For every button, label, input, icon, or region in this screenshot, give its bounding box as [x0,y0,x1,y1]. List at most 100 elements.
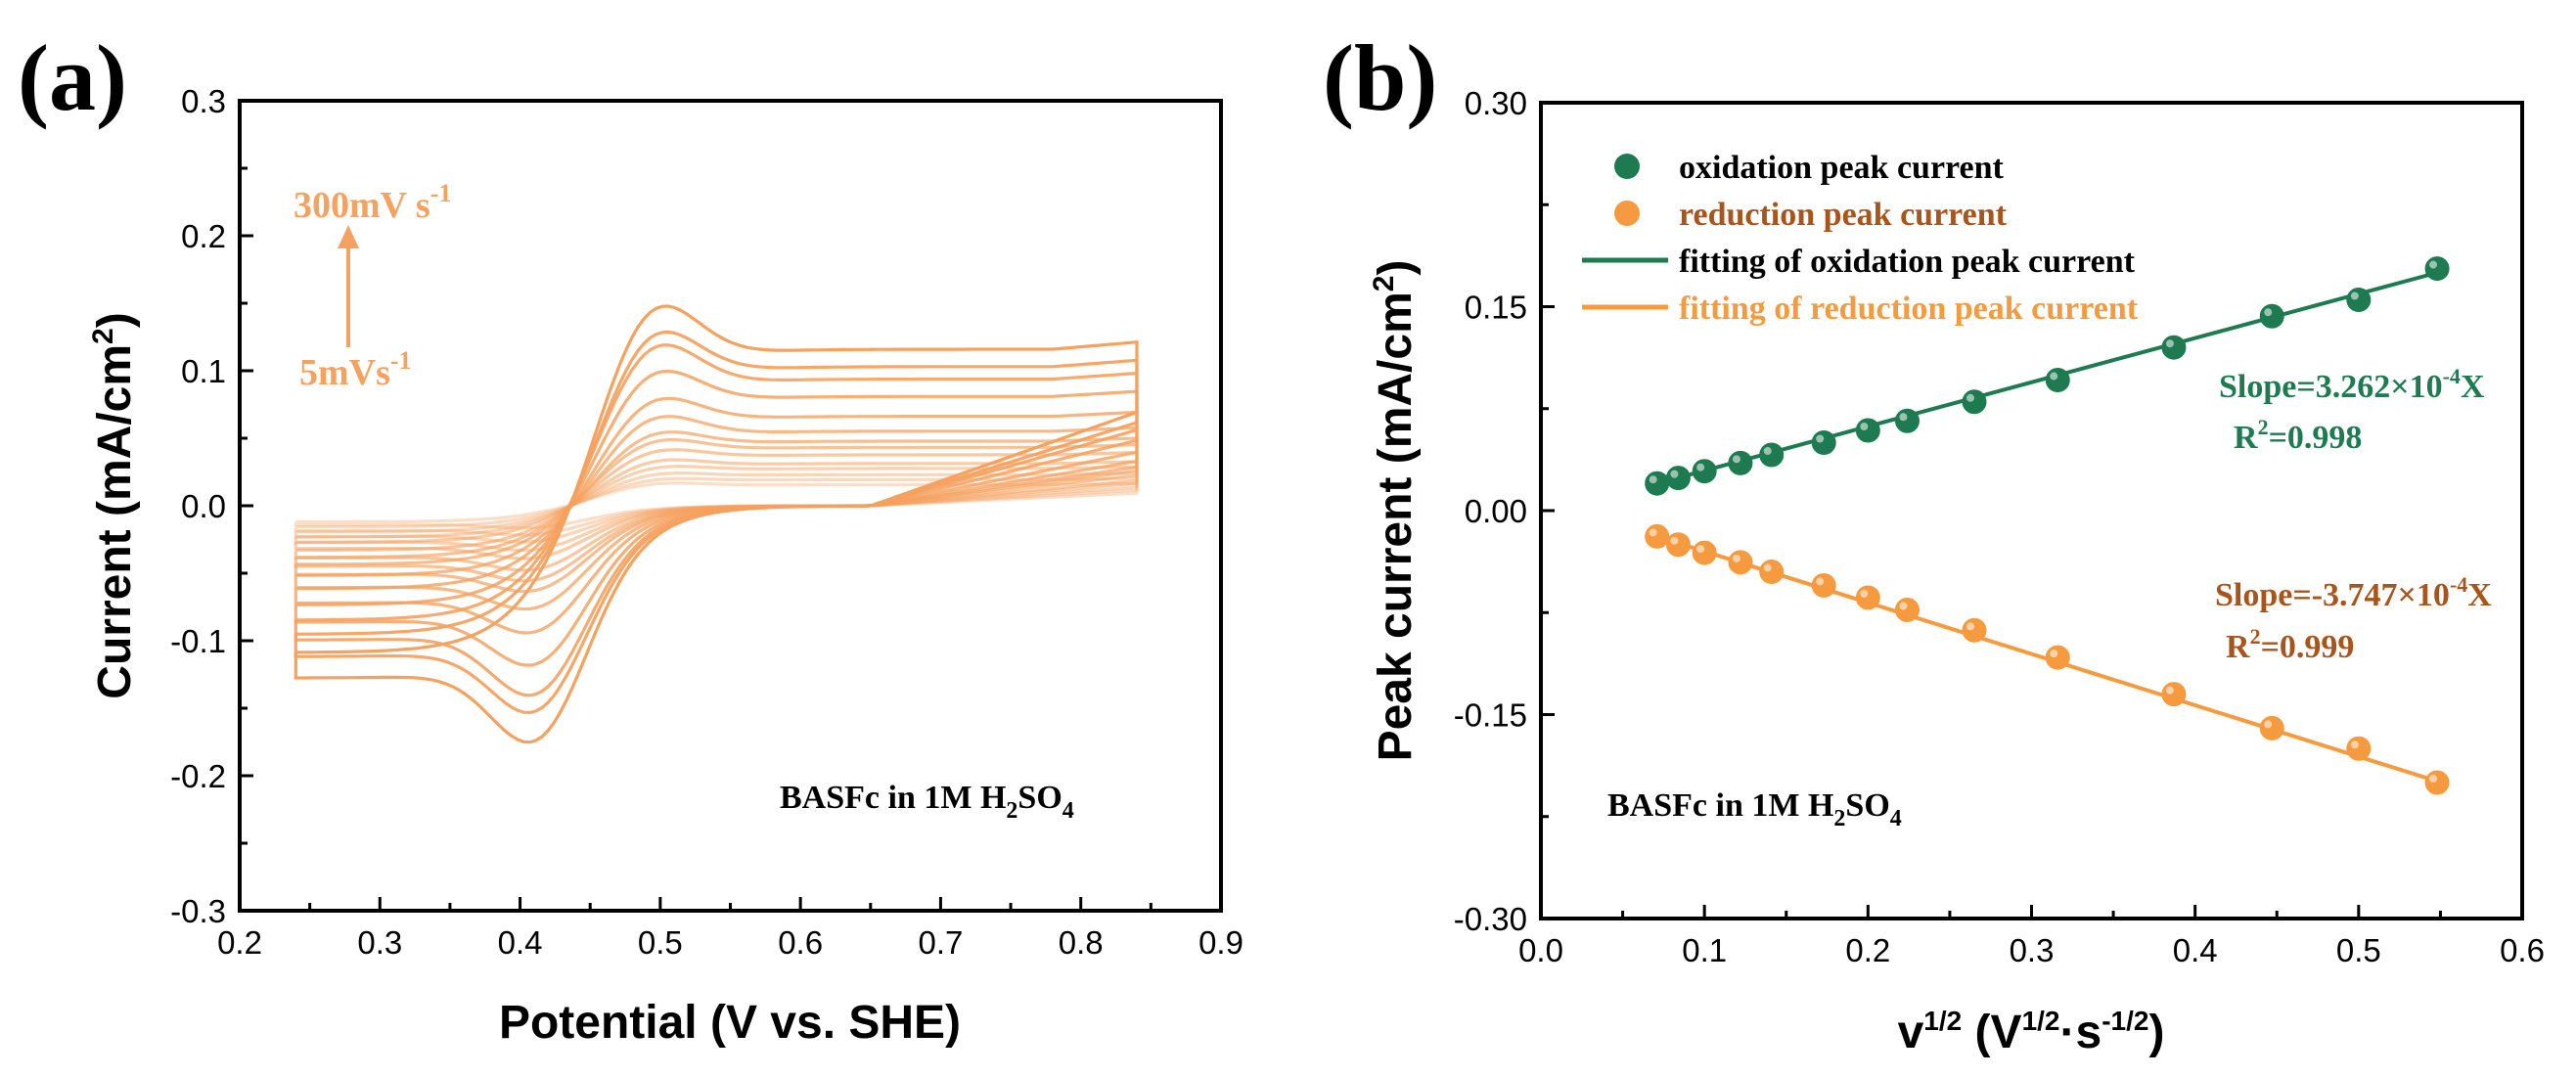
panel-a-y-tick-label: -0.1 [170,623,226,659]
oxidation-point-highlight [1696,463,1705,471]
panel-b-y-tick-label: 0.15 [1465,290,1527,326]
reduction-point-highlight [2429,775,2438,783]
panel-a-cv-curves [294,304,1139,744]
oxidation-point [2045,368,2070,393]
panel-b-x-axis-title: v1/2 (V1/2·s-1/2) [1898,1006,2165,1058]
panel-a-y-tick-label: -0.2 [170,758,226,794]
reduction-point-highlight [2050,650,2058,658]
panel-b-x-tick-label: 0.3 [2010,932,2055,968]
reduction-r2-annotation: R2=0.999 [2226,624,2354,665]
reduction-point-highlight [1860,589,1869,598]
panel-b-y-tick-label: 0.00 [1465,493,1527,529]
panel-a-label: (a) [18,25,127,130]
reduction-slope-annotation: Slope=-3.747×10-4X [2215,572,2492,613]
reduction-point [2424,770,2450,795]
reduction-point [1728,550,1753,575]
oxidation-point-highlight [1763,447,1772,456]
reduction-point-highlight [1763,563,1772,572]
panel-b-y-tick-label: -0.30 [1454,901,1527,937]
oxidation-slope-annotation: Slope=3.262×10-4X [2219,364,2485,405]
panel-b-x-tick-label: 0.2 [1845,932,1890,968]
panel-b: (b) 0.0 0.1 0.2 0.3 0.4 0.5 0.6 -0.30 -0.15 0.00… [1323,25,2545,1058]
panel-b-x-tick-label: 0.6 [2500,932,2545,968]
panel-a-x-tick-label: 0.4 [498,924,543,961]
panel-b-legend: oxidation peak current reduction peak cu… [1582,150,2139,327]
annotation-5mv: 5mVs-1 [299,346,412,393]
panel-a-x-tick-label: 0.6 [778,924,823,961]
panel-b-electrolyte-note: BASFc in 1M H2SO4 [1607,787,1902,831]
panel-b-y-tick-label: 0.30 [1465,85,1527,121]
scan-rate-arrow-head [338,225,359,248]
panel-a-y-axis-title: Current (mA/cm2) [87,312,141,698]
oxidation-point [1692,459,1717,484]
reduction-point [2161,682,2187,707]
panel-a-x-tick-label: 0.3 [357,924,402,961]
reduction-point [2346,736,2372,761]
panel-a-y-tick-label: 0.0 [181,488,226,524]
oxidation-point [2161,335,2187,360]
panel-a-x-ticks: 0.2 0.3 0.4 0.5 0.6 0.7 0.8 0.9 [217,897,1243,961]
reduction-point-highlight [1649,528,1657,537]
panel-a-x-tick-label: 0.2 [217,924,262,961]
oxidation-point-highlight [2429,260,2438,269]
reduction-point [1894,597,1920,622]
oxidation-point [2259,303,2284,329]
cv-curve [294,465,1139,553]
legend-label-reduction: reduction peak current [1679,197,2008,233]
reduction-point [2259,715,2284,740]
panel-a-y-tick-label: 0.1 [181,353,226,389]
oxidation-point [1811,430,1836,455]
legend-label-oxidation: oxidation peak current [1679,150,2005,186]
legend-label-reduction-fit: fitting of reduction peak current [1679,291,2139,327]
annotation-300mv: 300mV s-1 [294,179,451,226]
panel-a-y-tick-label: -0.3 [170,893,226,929]
oxidation-point-highlight [1816,434,1825,443]
panel-a: (a) 0.2 0.3 0.4 0.5 0.6 0.7 0.8 0.9 -0.3-0.2-0.… [18,25,1243,1049]
oxidation-point [2424,256,2450,282]
panel-b-y-axis-title: Peak current (mA/cm2) [1368,260,1422,762]
oxidation-point [1855,418,1880,443]
cv-curve [294,481,1139,530]
panel-a-x-tick-label: 0.5 [638,924,683,961]
panel-a-electrolyte-note: BASFc in 1M H2SO4 [780,780,1074,824]
panel-b-fit-lines [1656,270,2438,784]
reduction-point [1811,572,1836,598]
reduction-point [1692,540,1717,565]
cv-curve [294,471,1139,544]
oxidation-point [2346,288,2372,313]
reduction-point-highlight [1670,536,1679,545]
panel-b-x-tick-label: 0.4 [2173,932,2218,968]
panel-b-label: (b) [1323,25,1437,130]
reduction-point-highlight [1732,554,1740,562]
reduction-point-highlight [2264,720,2273,729]
oxidation-point-highlight [1649,475,1657,484]
panel-b-y-tick-label: -0.15 [1454,697,1527,734]
panel-b-x-tick-label: 0.5 [2336,932,2381,968]
legend-item-oxidation-fit: fitting of oxidation peak current [1582,244,2136,280]
oxidation-point-highlight [2165,339,2174,348]
panel-b-x-tick-label: 0.1 [1682,932,1727,968]
panel-a-x-tick-label: 0.9 [1198,924,1243,961]
panel-a-x-tick-label: 0.7 [918,924,963,961]
panel-b-y-ticks: -0.30 -0.15 0.00 0.15 0.30 [1454,85,1555,937]
reduction-point-highlight [1816,577,1825,586]
scan-rate-arrow [338,225,359,347]
oxidation-point-highlight [2264,308,2273,317]
panel-a-y-ticks: -0.3 -0.2 -0.1 0.0 0.1 0.2 0.3 [170,83,253,929]
reduction-point-highlight [1696,545,1705,554]
reduction-point [1645,523,1670,549]
reduction-point [1855,585,1880,610]
reduction-point-highlight [1899,602,1908,610]
oxidation-point [1894,408,1920,433]
legend-item-reduction: reduction peak current [1614,197,2008,233]
legend-item-reduction-fit: fitting of reduction peak current [1582,291,2139,327]
oxidation-point-highlight [2350,292,2359,300]
oxidation-point-highlight [1670,470,1679,478]
oxidation-point-highlight [1860,422,1869,430]
cv-curve [294,476,1139,537]
reduction-point [1665,532,1691,558]
reduction-point-highlight [2350,740,2359,749]
reduction-point [1962,617,1987,643]
oxidation-point [1962,389,1987,415]
